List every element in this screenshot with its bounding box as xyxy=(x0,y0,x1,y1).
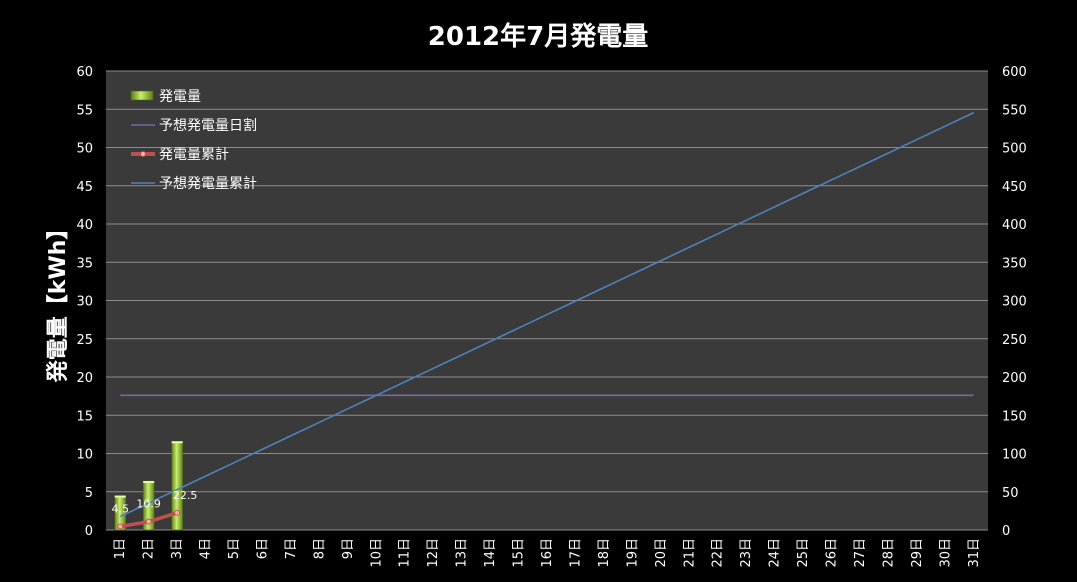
y-tick-label: 20 xyxy=(76,371,93,386)
data-labels: 4.5 10.9 22.5 xyxy=(111,489,197,516)
x-tick-label: 22日 xyxy=(711,538,726,568)
y2-tick-label: 50 xyxy=(1002,486,1019,501)
legend-label: 発電量累計 xyxy=(159,147,229,163)
series-point xyxy=(117,523,124,530)
y-tick-label: 5 xyxy=(85,486,93,501)
x-tick-label: 25日 xyxy=(796,538,811,568)
bar-cap xyxy=(171,441,183,444)
x-tick-label: 21日 xyxy=(682,538,697,568)
x-tick-label: 3日 xyxy=(170,538,185,559)
y2-tick-label: 500 xyxy=(1002,142,1027,157)
data-label: 10.9 xyxy=(136,498,161,511)
x-tick-label: 9日 xyxy=(341,538,356,559)
y2-tick-label: 250 xyxy=(1002,333,1027,348)
x-axis-ticks: 1日 2日 3日 4日 5日 6日 7日 8日 9日 10日 11日 12日 13日 14日 15日 16日 1… xyxy=(113,538,982,568)
x-tick-label: 31日 xyxy=(967,538,982,568)
x-tick-label: 29日 xyxy=(910,538,925,568)
y2-tick-label: 100 xyxy=(1002,448,1027,463)
x-tick-label: 7日 xyxy=(284,538,299,559)
x-tick-label: 16日 xyxy=(540,538,555,568)
x-tick-label: 11日 xyxy=(398,538,413,568)
x-tick-label: 28日 xyxy=(881,538,896,568)
x-tick-label: 6日 xyxy=(255,538,270,559)
legend-label: 発電量 xyxy=(159,89,201,105)
line-series xyxy=(117,111,975,530)
x-tick-label: 4日 xyxy=(199,538,214,559)
y2-tick-label: 200 xyxy=(1002,371,1027,386)
y-tick-label: 25 xyxy=(76,333,93,348)
x-tick-label: 27日 xyxy=(853,538,868,568)
y-tick-label: 0 xyxy=(85,524,93,539)
y-axis-label: 発電量【kWh】 xyxy=(46,218,71,384)
bar-cap xyxy=(143,481,155,484)
x-tick-label: 30日 xyxy=(938,538,953,568)
legend-marker xyxy=(140,151,146,157)
legend-swatch xyxy=(130,90,154,101)
bar-cap xyxy=(114,495,126,498)
y2-tick-label: 400 xyxy=(1002,218,1027,233)
y2-tick-label: 450 xyxy=(1002,180,1027,195)
x-tick-label: 2日 xyxy=(142,538,157,559)
y-tick-label: 50 xyxy=(76,142,93,157)
y-tick-label: 15 xyxy=(76,409,93,424)
y-tick-label: 45 xyxy=(76,180,93,195)
x-tick-label: 10日 xyxy=(369,538,384,568)
x-tick-label: 14日 xyxy=(483,538,498,568)
x-tick-label: 19日 xyxy=(625,538,640,568)
series-point xyxy=(145,518,152,525)
y2-axis-ticks: 0 50 100 150 200 250 300 350 400 450 500 550 600 xyxy=(1002,65,1027,539)
bar xyxy=(171,440,183,531)
x-tick-label: 15日 xyxy=(512,538,527,568)
x-tick-label: 20日 xyxy=(654,538,669,568)
y-tick-label: 60 xyxy=(76,65,93,80)
y2-tick-label: 150 xyxy=(1002,409,1027,424)
series-point xyxy=(174,509,181,516)
x-tick-label: 12日 xyxy=(426,538,441,568)
y-tick-label: 30 xyxy=(76,295,93,310)
x-tick-label: 13日 xyxy=(455,538,470,568)
y-tick-label: 55 xyxy=(76,103,93,118)
y2-tick-label: 550 xyxy=(1002,103,1027,118)
x-tick-label: 5日 xyxy=(227,538,242,559)
gridlines xyxy=(106,70,988,531)
x-tick-label: 1日 xyxy=(113,538,128,559)
series-line-3 xyxy=(119,111,975,518)
y2-tick-label: 0 xyxy=(1002,524,1010,539)
legend-label: 予想発電量日割 xyxy=(159,117,257,134)
y2-tick-label: 300 xyxy=(1002,295,1027,310)
y2-tick-label: 600 xyxy=(1002,65,1027,80)
data-label: 22.5 xyxy=(173,489,198,502)
x-tick-label: 18日 xyxy=(597,538,612,568)
x-tick-label: 26日 xyxy=(825,538,840,568)
chart-title: 2012年7月発電量 xyxy=(428,21,648,52)
data-label: 4.5 xyxy=(111,503,129,516)
y2-tick-label: 350 xyxy=(1002,256,1027,271)
y-tick-label: 35 xyxy=(76,256,93,271)
legend-label: 予想発電量累計 xyxy=(159,176,257,192)
x-tick-label: 24日 xyxy=(768,538,783,568)
x-tick-label: 23日 xyxy=(739,538,754,568)
y-tick-label: 10 xyxy=(76,448,93,463)
x-tick-label: 8日 xyxy=(312,538,327,559)
y-axis-ticks: 0 5 10 15 20 25 30 35 40 45 50 55 60 xyxy=(76,65,93,539)
x-tick-label: 17日 xyxy=(568,538,583,568)
y-tick-label: 40 xyxy=(76,218,93,233)
